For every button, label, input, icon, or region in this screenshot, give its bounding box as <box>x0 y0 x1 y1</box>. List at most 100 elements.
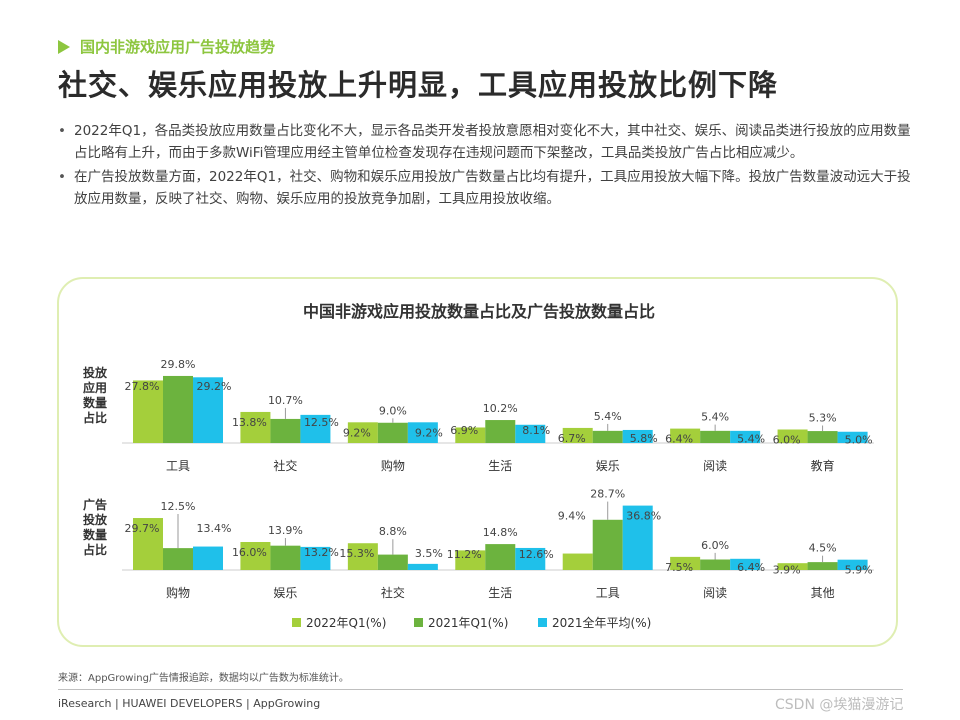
bar-2022q1 <box>670 556 701 570</box>
bar-2021avg <box>407 563 438 570</box>
data-label: 9.2% <box>343 426 371 439</box>
bar-2021q1 <box>270 418 301 443</box>
data-label: 28.7% <box>590 488 625 501</box>
x-tick-label: 娱乐 <box>596 459 620 473</box>
data-label: 13.4% <box>197 522 232 535</box>
x-tick-label: 社交 <box>273 458 297 473</box>
bar-2022q1 <box>562 427 593 443</box>
data-label: 13.2% <box>304 546 339 559</box>
y-axis-label: 投放 <box>83 365 108 380</box>
data-label: 12.6% <box>519 548 554 561</box>
data-label: 6.7% <box>558 432 586 445</box>
bar-2021avg <box>300 546 331 570</box>
triangle-icon <box>58 39 70 54</box>
bar-2022q1 <box>133 380 163 443</box>
data-label: 5.9% <box>845 564 873 577</box>
bar-2022q1 <box>133 518 163 570</box>
x-tick-label: 工具 <box>166 459 190 473</box>
bar-2021q1 <box>485 544 516 570</box>
footer-credits: iResearch | HUAWEI DEVELOPERS | AppGrowi… <box>58 697 321 710</box>
bar-2021avg <box>837 559 868 570</box>
bar-2021avg <box>407 422 438 443</box>
data-label: 3.9% <box>773 564 801 577</box>
bar-2021avg <box>622 429 653 443</box>
bar-2021q1 <box>163 375 193 443</box>
data-label: 29.2% <box>197 380 232 393</box>
bullet-list: 2022年Q1，各品类投放应用数量占比变化不大，显示各品类开发者投放意愿相对变化… <box>58 120 918 212</box>
bar-2022q1 <box>777 429 808 443</box>
bar-2021q1 <box>700 430 731 443</box>
bar-2021avg <box>515 547 546 570</box>
y-axis-label: 数量 <box>83 395 107 410</box>
chart-svg: 中国非游戏应用投放数量占比及广告投放数量占比投放应用数量占比工具29.8%27.… <box>83 302 874 630</box>
data-label: 10.2% <box>483 402 518 415</box>
x-tick-label: 生活 <box>488 459 512 473</box>
bar-2021q1 <box>592 519 623 570</box>
x-tick-label: 其他 <box>811 586 835 600</box>
data-label: 5.8% <box>630 432 658 445</box>
bar-2021q1 <box>700 559 731 570</box>
data-label: 6.0% <box>701 539 729 552</box>
data-label: 6.4% <box>737 561 765 574</box>
bar-2022q1 <box>777 563 808 570</box>
watermark: CSDN @埃猫漫游记 <box>775 697 904 713</box>
bullet-item: 在广告投放数量方面，2022年Q1，社交、购物和娱乐应用投放广告数量占比均有提升… <box>58 166 918 210</box>
data-label: 14.8% <box>483 526 518 539</box>
x-tick-label: 购物 <box>166 585 190 600</box>
bar-2022q1 <box>347 543 378 570</box>
data-label: 9.4% <box>558 510 586 523</box>
bar-2021q1 <box>377 554 408 570</box>
x-tick-label: 购物 <box>381 458 405 473</box>
footer-divider <box>58 689 903 690</box>
bar-2021q1 <box>807 562 838 570</box>
page-title: 社交、娱乐应用投放上升明显，工具应用投放比例下降 <box>58 68 779 102</box>
data-label: 6.9% <box>450 424 478 437</box>
y-axis-label: 数量 <box>83 527 107 542</box>
data-label: 6.0% <box>773 434 801 447</box>
data-label: 5.0% <box>845 434 873 447</box>
bar-2022q1 <box>240 411 271 443</box>
data-label: 5.3% <box>809 412 837 425</box>
data-label: 5.4% <box>594 410 622 423</box>
bar-2021avg <box>730 558 761 570</box>
y-axis-label: 应用 <box>83 380 107 395</box>
data-label: 12.5% <box>161 500 196 513</box>
bar-2021q1 <box>163 548 193 570</box>
data-label: 11.2% <box>447 548 482 561</box>
data-label: 6.4% <box>665 433 693 446</box>
bar-2022q1 <box>670 428 701 443</box>
data-label: 4.5% <box>809 542 837 555</box>
data-label: 12.5% <box>304 416 339 429</box>
bar-2021avg <box>730 430 761 443</box>
bar-2021avg <box>193 546 223 570</box>
legend-swatch <box>414 618 423 627</box>
legend-swatch <box>292 618 301 627</box>
bar-2021q1 <box>485 420 516 443</box>
data-label: 13.8% <box>232 416 267 429</box>
x-tick-label: 阅读 <box>703 586 727 600</box>
chart-container: 中国非游戏应用投放数量占比及广告投放数量占比 投放 应用 数量 占比 工具 29.8% 27.… <box>57 277 898 647</box>
data-label: 29.7% <box>125 522 160 535</box>
data-label: 29.8% <box>161 358 196 371</box>
x-tick-label: 娱乐 <box>273 586 297 600</box>
bar-2022q1 <box>455 427 486 443</box>
legend-label: 2021年Q1(%) <box>428 616 508 630</box>
data-label: 3.5% <box>415 547 443 560</box>
data-label: 9.2% <box>415 426 443 439</box>
bullet-item: 2022年Q1，各品类投放应用数量占比变化不大，显示各品类开发者投放意愿相对变化… <box>58 120 918 164</box>
legend-label: 2022年Q1(%) <box>306 616 386 630</box>
section-tag: 国内非游戏应用广告投放趋势 <box>58 36 275 57</box>
data-label: 15.3% <box>339 547 374 560</box>
data-label: 5.4% <box>737 433 765 446</box>
legend-label: 2021全年平均(%) <box>552 615 651 630</box>
bar-2021avg <box>837 431 868 443</box>
data-label: 8.8% <box>379 525 407 538</box>
x-tick-label: 社交 <box>381 585 405 600</box>
section-label: 国内非游戏应用广告投放趋势 <box>80 38 276 56</box>
bar-2021q1 <box>807 431 838 443</box>
bar-2021avg <box>515 424 546 443</box>
chart-title: 中国非游戏应用投放数量占比及广告投放数量占比 <box>303 302 655 321</box>
data-label: 10.7% <box>268 394 303 407</box>
y-axis-label: 占比 <box>83 542 107 557</box>
bar-2021avg <box>622 505 653 570</box>
